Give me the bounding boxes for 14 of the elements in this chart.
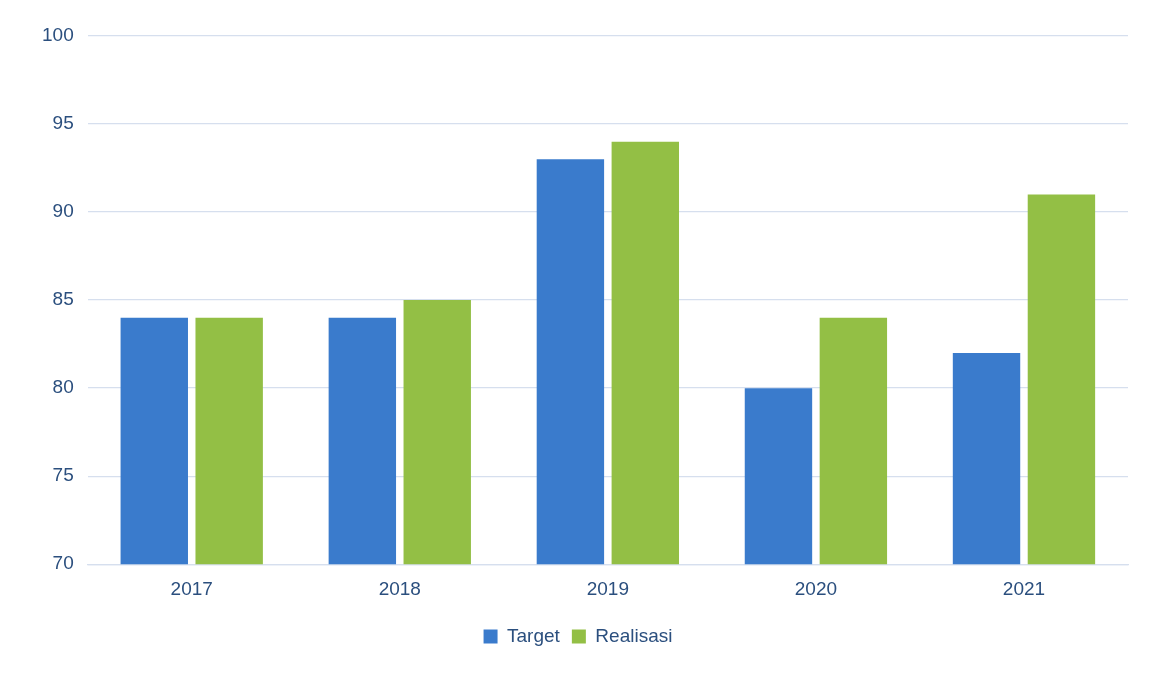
y-tick-label: 75 bbox=[52, 464, 74, 486]
x-tick-label: 2020 bbox=[794, 577, 838, 599]
x-tick-label: 2017 bbox=[170, 577, 213, 599]
x-tick-label: 2019 bbox=[586, 577, 629, 599]
legend-label: Target bbox=[507, 624, 561, 646]
y-tick-label: 95 bbox=[52, 112, 74, 134]
x-tick-label: 2021 bbox=[1002, 577, 1046, 599]
y-tick-label: 90 bbox=[52, 200, 74, 222]
y-tick-label: 85 bbox=[52, 288, 74, 310]
y-tick-label: 80 bbox=[52, 376, 74, 398]
y-tick-label: 70 bbox=[52, 552, 74, 574]
x-tick-label: 2018 bbox=[378, 577, 421, 599]
y-tick-label: 100 bbox=[42, 24, 74, 46]
legend-label: Realisasi bbox=[595, 624, 673, 646]
